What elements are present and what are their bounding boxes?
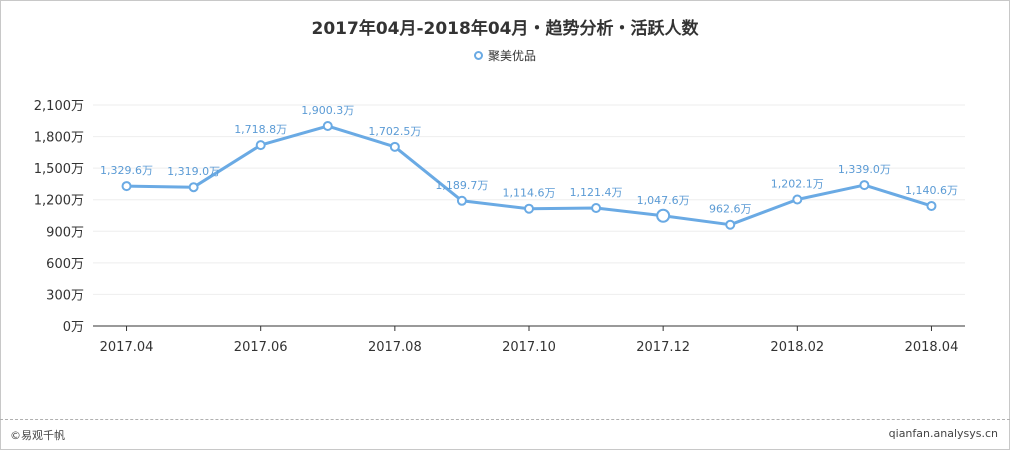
legend-circle-icon [473,51,483,60]
legend[interactable]: 聚美优品 [0,47,1010,64]
y-tick-label: 2,100万 [34,99,84,114]
x-tick-label: 2018.04 [905,340,959,355]
data-point [188,182,199,193]
data-label: 1,339.0万 [838,163,891,176]
y-tick-label: 600万 [46,257,84,272]
data-point [926,200,937,211]
x-tick-label: 2018.02 [770,340,824,355]
y-tick-label: 900万 [46,225,84,240]
data-point [456,195,467,206]
data-label: 1,319.0万 [167,165,220,178]
y-tick-label: 1,500万 [34,162,84,177]
data-label: 962.6万 [709,203,752,216]
footer-divider [0,419,1010,420]
data-label: 1,140.6万 [905,184,958,197]
data-point [792,194,803,205]
data-label: 1,202.1万 [771,177,824,190]
chart-title: 2017年04月-2018年04月・趋势分析・活跃人数 [311,19,699,39]
y-tick-label: 0万 [63,320,84,335]
data-point [591,202,602,213]
y-tick-label: 300万 [46,288,84,303]
data-label: 1,702.5万 [368,125,421,138]
data-point [725,219,736,230]
x-tick-label: 2017.06 [234,340,288,355]
data-point [121,181,132,192]
data-point [322,121,333,132]
data-label: 1,047.6万 [637,194,690,207]
data-point [389,141,400,152]
data-label: 1,114.6万 [503,187,556,200]
data-label: 1,189.7万 [435,179,488,192]
x-tick-label: 2017.12 [636,340,690,355]
data-point [656,208,671,223]
data-point [859,180,870,191]
x-tick-label: 2017.10 [502,340,556,355]
data-label: 1,121.4万 [570,186,623,199]
y-tick-label: 1,800万 [34,131,84,146]
data-label: 1,329.6万 [100,164,153,177]
x-tick-label: 2017.08 [368,340,422,355]
legend-label: 聚美优品 [487,49,536,63]
footer-source: qianfan.analysys.cn [888,427,998,440]
x-tick-label: 2017.04 [100,340,154,355]
data-label: 1,900.3万 [301,104,354,117]
data-point [255,140,266,151]
data-point [524,203,534,214]
y-tick-label: 1,200万 [34,194,84,209]
footer-copyright: ©易观千帆 [10,429,65,442]
data-label: 1,718.8万 [234,123,287,136]
